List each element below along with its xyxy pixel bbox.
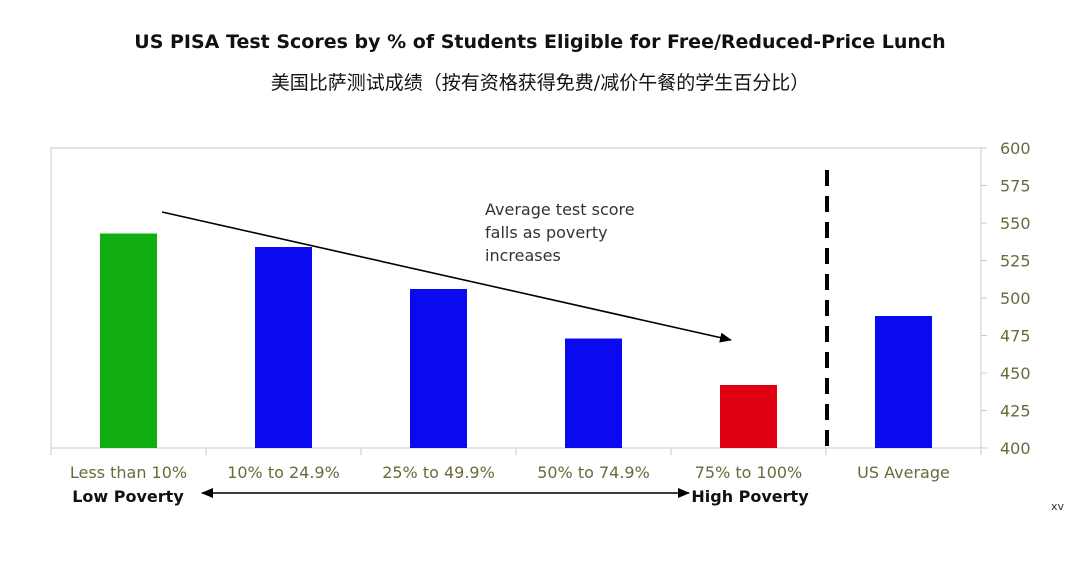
category-label: US Average xyxy=(857,463,950,482)
annotation-line-1: Average test score xyxy=(485,200,635,219)
bar-1 xyxy=(100,233,157,448)
high-poverty-label: High Poverty xyxy=(691,487,809,506)
category-label: 50% to 74.9% xyxy=(537,463,650,482)
page-number: xv xyxy=(1050,500,1064,513)
category-label: 10% to 24.9% xyxy=(227,463,340,482)
y-tick-label: 550 xyxy=(1000,214,1031,233)
category-label: 75% to 100% xyxy=(695,463,803,482)
chart-subtitle: 美国比萨测试成绩（按有资格获得免费/减价午餐的学生百分比） xyxy=(270,72,810,94)
y-tick-label: 600 xyxy=(1000,139,1031,158)
bar-5 xyxy=(720,385,777,448)
annotation-line-3: increases xyxy=(485,246,561,265)
trend-annotation: Average test score falls as poverty incr… xyxy=(485,200,640,265)
chart-title: US PISA Test Scores by % of Students Eli… xyxy=(134,31,946,53)
category-label: Less than 10% xyxy=(70,463,187,482)
annotation-line-2: falls as poverty xyxy=(485,223,608,242)
bar-3 xyxy=(410,289,467,448)
y-tick-label: 575 xyxy=(1000,177,1031,196)
y-tick-label: 450 xyxy=(1000,364,1031,383)
y-tick-label: 500 xyxy=(1000,289,1031,308)
y-tick-label: 475 xyxy=(1000,327,1031,346)
bar-6 xyxy=(875,316,932,448)
plot-area-frame xyxy=(50,147,982,449)
bar-2 xyxy=(255,247,312,448)
y-tick-label: 400 xyxy=(1000,439,1031,458)
y-tick-label: 425 xyxy=(1000,402,1031,421)
bar-4 xyxy=(565,338,622,448)
trend-arrow xyxy=(161,211,732,343)
y-tick-label: 525 xyxy=(1000,252,1031,271)
category-label: 25% to 49.9% xyxy=(382,463,495,482)
low-poverty-label: Low Poverty xyxy=(72,487,184,506)
